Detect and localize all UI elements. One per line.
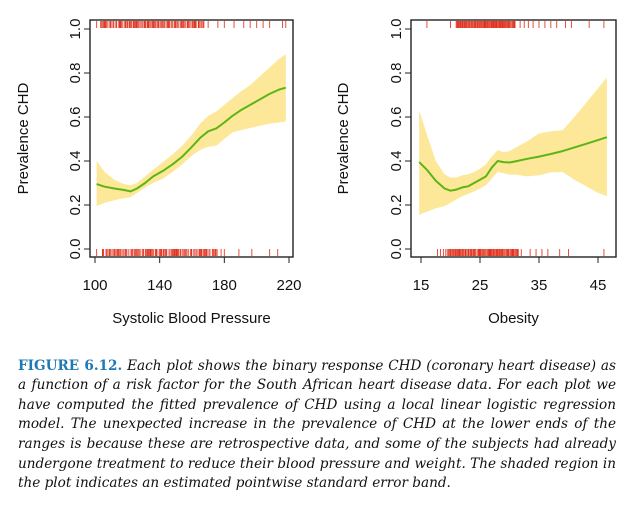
x-tick-label: 220 <box>276 277 301 294</box>
y-tick-labels: 0.0 0.2 0.4 0.6 0.8 1.0 <box>67 19 84 260</box>
fit-line <box>418 136 608 192</box>
axes-layer <box>84 19 294 263</box>
y-tick-label: 0.0 <box>388 239 405 260</box>
plot-frame <box>89 19 294 258</box>
y-axis-title: Prevalence CHD <box>335 82 352 194</box>
y-tick-label: 0.6 <box>67 107 84 128</box>
axes-layer <box>405 19 617 263</box>
panel-obesity: 0.0 0.2 0.4 0.6 0.8 1.0 15 25 35 45 Obes… <box>335 19 617 327</box>
error-band <box>419 77 607 215</box>
x-tick-label: 35 <box>531 277 548 294</box>
x-tick-label: 15 <box>413 277 430 294</box>
x-tick-label: 100 <box>82 277 107 294</box>
error-band-layer <box>96 54 286 207</box>
y-tick-label: 0.6 <box>388 107 405 128</box>
y-tick-label: 0.0 <box>67 239 84 260</box>
fit-line-layer <box>96 86 287 193</box>
figure-svg: 0.0 0.2 0.4 0.6 0.8 1.0 100 140 180 220 … <box>15 19 617 327</box>
x-tick-label: 180 <box>212 277 237 294</box>
rug-layer <box>426 21 605 256</box>
caption-text: Each plot shows the binary response CHD … <box>18 357 617 492</box>
y-tick-label: 0.4 <box>388 151 405 172</box>
figure-caption: FIGURE 6.12. Each plot shows the binary … <box>18 357 616 494</box>
plot-frame <box>410 19 617 258</box>
panel-systolic-blood-pressure: 0.0 0.2 0.4 0.6 0.8 1.0 100 140 180 220 … <box>15 19 302 327</box>
y-tick-label: 0.2 <box>388 195 405 216</box>
x-axis-title: Obesity <box>488 310 539 327</box>
y-axis-title: Prevalence CHD <box>15 82 32 194</box>
y-tick-labels: 0.0 0.2 0.4 0.6 0.8 1.0 <box>388 19 405 260</box>
y-tick-label: 0.2 <box>67 195 84 216</box>
y-tick-label: 0.4 <box>67 151 84 172</box>
x-tick-label: 25 <box>472 277 489 294</box>
y-tick-label: 0.8 <box>388 63 405 84</box>
x-tick-labels: 15 25 35 45 <box>413 277 607 294</box>
x-tick-labels: 100 140 180 220 <box>82 277 301 294</box>
error-band <box>96 54 286 207</box>
rug-layer <box>96 21 287 256</box>
x-tick-label: 140 <box>147 277 172 294</box>
fit-line <box>96 86 287 193</box>
x-tick-label: 45 <box>590 277 607 294</box>
y-tick-label: 0.8 <box>67 63 84 84</box>
y-tick-label: 1.0 <box>388 19 405 40</box>
figure-label: FIGURE 6.12. <box>18 357 123 374</box>
x-axis-title: Systolic Blood Pressure <box>112 310 270 327</box>
error-band-layer <box>419 77 607 215</box>
figure-plots: 0.0 0.2 0.4 0.6 0.8 1.0 100 140 180 220 … <box>15 19 617 327</box>
y-tick-label: 1.0 <box>67 19 84 40</box>
fit-line-layer <box>418 136 608 192</box>
